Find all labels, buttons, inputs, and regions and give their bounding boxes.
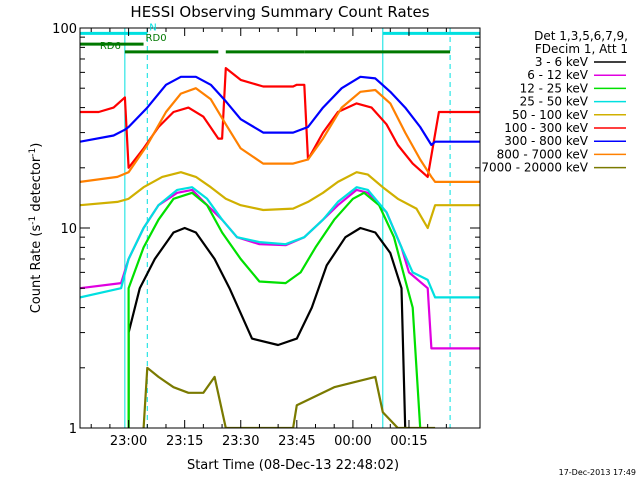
flag-label-n: N xyxy=(149,22,156,33)
y-axis-label-sup2: -1 xyxy=(28,148,38,157)
series-line-5 xyxy=(80,67,480,178)
legend-label-2: 12 - 25 keV xyxy=(520,81,589,95)
y-tick-label-2: 100 xyxy=(52,22,77,37)
flag-label-rd6: RD6 xyxy=(100,41,121,52)
y-axis-label-sup1: -1 xyxy=(28,216,38,225)
series-line-7 xyxy=(80,87,480,183)
plot-frame xyxy=(79,27,481,429)
series-line-2 xyxy=(127,191,422,428)
y-tick-label-0: 1 xyxy=(69,422,77,437)
legend-header-line-1: Det 1,3,5,6,7,9, xyxy=(534,29,628,43)
x-tick-label-0: 23:00 xyxy=(110,434,147,449)
series-line-4 xyxy=(80,171,480,230)
x-tick-label-1: 23:15 xyxy=(166,434,203,449)
chart-title: HESSI Observing Summary Count Rates xyxy=(130,3,429,21)
x-tick-label-2: 23:30 xyxy=(222,434,259,449)
series-line-3 xyxy=(80,186,480,299)
legend-header-line-2: FDecim 1, Att 1 xyxy=(535,42,628,56)
y-tick-label-1: 10 xyxy=(60,222,77,237)
x-tick-label-3: 23:45 xyxy=(278,434,315,449)
series-line-6 xyxy=(80,75,480,147)
legend-label-1: 6 - 12 keV xyxy=(527,68,589,82)
x-axis-label: Start Time (08-Dec-13 22:48:02) xyxy=(187,458,399,473)
y-axis-label-main: Count Rate (s xyxy=(29,225,44,314)
y-axis-label-mid: detector xyxy=(29,156,44,216)
legend-label-4: 50 - 100 keV xyxy=(512,108,589,122)
series-line-8 xyxy=(142,366,436,428)
legend-label-6: 300 - 800 keV xyxy=(504,134,588,148)
timestamp: 17-Dec-2013 17:49 xyxy=(559,468,636,477)
legend-label-3: 25 - 50 keV xyxy=(520,95,589,109)
flag-label-rd0: RD0 xyxy=(146,33,167,44)
y-axis-label: Count Rate (s-1 detector-1) xyxy=(28,143,44,314)
y-axis-label-end: ) xyxy=(29,143,44,148)
series-line-0 xyxy=(127,226,407,428)
legend-label-8: 7000 - 20000 keV xyxy=(481,161,588,175)
x-tick-label-4: 00:00 xyxy=(334,434,371,449)
legend-label-0: 3 - 6 keV xyxy=(535,55,589,69)
legend-label-7: 800 - 7000 keV xyxy=(497,147,589,161)
x-tick-label-5: 00:15 xyxy=(390,434,427,449)
legend-label-5: 100 - 300 keV xyxy=(504,121,588,135)
